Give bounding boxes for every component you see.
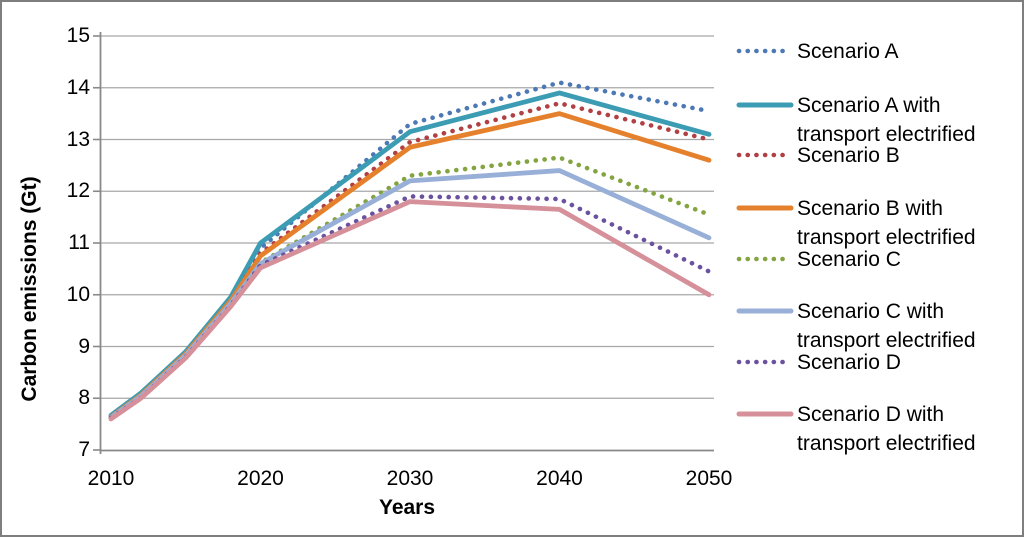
legend-label: Scenario B with transport electrified	[797, 194, 976, 252]
y-tick-label: 14	[66, 75, 90, 99]
series-line	[108, 111, 712, 420]
legend-label-line: Scenario B	[797, 144, 900, 167]
legend-label-line: Scenario A	[797, 40, 899, 63]
x-tick-label: 2030	[386, 467, 434, 490]
legend-sample-dotted-line	[736, 359, 794, 365]
legend-label: Scenario A	[797, 37, 899, 66]
legend-label-line: Scenario B with	[797, 197, 943, 220]
legend-label: Scenario C with transport electrified	[797, 297, 976, 355]
legend-label-line: transport electrified	[797, 432, 976, 455]
x-tick-label: 2020	[237, 467, 284, 490]
y-tick-label: 10	[66, 282, 90, 306]
legend-label: Scenario C	[797, 245, 901, 274]
legend-label-line: transport electrified	[797, 123, 976, 146]
legend-sample-solid-line	[736, 102, 794, 108]
legend-sample-solid-line	[736, 205, 794, 211]
y-tick-label: 7	[78, 438, 90, 461]
y-tick-label: 11	[68, 231, 90, 254]
legend-label-line: Scenario D with	[797, 403, 945, 426]
y-axis-title: Carbon emissions (Gt)	[18, 176, 41, 402]
legend-label-line: transport electrified	[797, 226, 976, 249]
legend-label-line: Scenario D	[797, 351, 901, 374]
y-tick-label: 9	[78, 334, 90, 358]
x-tick-label: 2010	[87, 467, 135, 490]
x-axis-title: Years	[378, 496, 436, 519]
series-line	[108, 194, 712, 421]
series-line	[108, 168, 712, 420]
x-tick-label: 2050	[685, 467, 733, 490]
legend-label: Scenario D	[797, 348, 901, 377]
legend-sample-dotted-line	[736, 48, 794, 54]
x-tick-label: 2040	[536, 467, 583, 490]
legend-label: Scenario B	[797, 141, 900, 170]
y-tick-label: 15	[66, 24, 90, 47]
legend-sample-solid-line	[736, 411, 794, 417]
y-tick-label: 12	[66, 179, 90, 203]
legend-sample-dotted-line	[736, 256, 794, 262]
legend-label-line: Scenario C with	[797, 300, 945, 323]
legend-label-line: transport electrified	[797, 329, 976, 352]
legend-sample-solid-line	[736, 308, 794, 314]
legend-sample-dotted-line	[736, 152, 794, 158]
y-tick-label: 13	[66, 127, 90, 151]
series-line	[108, 199, 712, 422]
legend-label: Scenario A with transport electrified	[797, 91, 976, 149]
legend-label: Scenario D with transport electrified	[797, 400, 976, 458]
y-tick-label: 8	[78, 386, 90, 410]
legend-label-line: Scenario A with	[797, 94, 941, 117]
series-line	[108, 100, 712, 420]
legend-label-line: Scenario C	[797, 248, 901, 271]
